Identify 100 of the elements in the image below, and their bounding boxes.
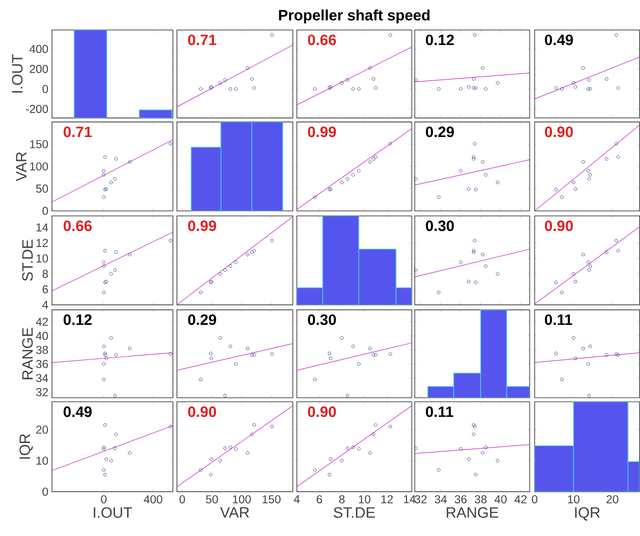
point (614, 33, 618, 37)
x-axis-title: ST.DE (334, 507, 375, 518)
point (103, 156, 107, 159)
x-tick-label: 6 (316, 495, 322, 504)
point (114, 353, 118, 357)
point (103, 353, 107, 357)
point (374, 86, 378, 90)
point (368, 66, 372, 70)
point (351, 446, 355, 450)
point (346, 177, 350, 181)
point (472, 249, 476, 253)
point (368, 451, 372, 455)
point (484, 87, 488, 91)
point (168, 142, 172, 146)
annotation: 0.49 (64, 406, 92, 418)
chart-title: Propeller shaft speed (279, 10, 430, 24)
point (103, 473, 107, 476)
point (252, 353, 256, 357)
point (246, 66, 250, 70)
annotation: 0.71 (64, 126, 92, 138)
point (587, 268, 591, 272)
point (437, 87, 440, 91)
point (604, 157, 608, 161)
point (102, 173, 106, 177)
point (472, 157, 476, 161)
y-tick-label: 50 (36, 184, 48, 193)
point (270, 33, 274, 37)
point (357, 447, 360, 451)
point (340, 459, 344, 463)
point (210, 458, 214, 461)
y-tick-label: 8 (42, 270, 48, 278)
point (128, 451, 132, 455)
point (113, 177, 117, 181)
point (252, 249, 256, 253)
point (472, 156, 476, 159)
point (346, 446, 350, 450)
point (102, 447, 106, 451)
point (223, 394, 227, 398)
point (250, 353, 254, 357)
point (484, 264, 488, 268)
point (474, 473, 478, 476)
point (234, 362, 238, 366)
annotation: 0.66 (64, 220, 92, 232)
point (414, 177, 418, 181)
point (328, 473, 332, 476)
point (586, 362, 590, 366)
point (587, 177, 591, 181)
point (481, 160, 484, 164)
point (351, 344, 355, 348)
point (270, 352, 274, 356)
y-tick-label: -200 (26, 105, 48, 114)
point (554, 352, 558, 356)
x-tick-label: 32 (414, 495, 427, 504)
y-tick-label: 150 (30, 140, 48, 148)
point (582, 346, 585, 350)
x-tick-label: 34 (434, 495, 447, 504)
annotation: 0.11 (544, 314, 572, 326)
point (582, 253, 585, 256)
point (357, 87, 360, 91)
point (103, 280, 107, 284)
point (250, 250, 254, 254)
point (459, 87, 462, 91)
point (351, 87, 355, 91)
point (374, 423, 378, 427)
point (250, 77, 254, 81)
point (372, 432, 376, 436)
point (228, 446, 232, 450)
point (218, 81, 222, 85)
y-tick-label: 32 (36, 388, 48, 396)
point (437, 290, 440, 294)
annotation: 0.30 (426, 220, 454, 232)
point (459, 447, 462, 451)
point (351, 173, 355, 177)
point (340, 180, 344, 184)
point (102, 264, 106, 268)
point (128, 160, 132, 164)
point (481, 253, 484, 256)
point (574, 188, 578, 191)
point (102, 468, 106, 472)
point (554, 280, 558, 284)
annotation: 0.90 (544, 126, 573, 138)
point (168, 352, 172, 356)
point (328, 352, 332, 356)
point (560, 290, 564, 294)
point (102, 260, 106, 264)
point (114, 250, 118, 254)
point (388, 425, 392, 428)
point (102, 196, 106, 199)
y-tick-label: 10 (36, 456, 48, 465)
point (474, 280, 478, 284)
point (472, 423, 476, 427)
point (388, 33, 392, 37)
point (128, 253, 132, 256)
point (340, 336, 344, 340)
y-axis-title: I.OUT (12, 54, 23, 93)
point (209, 473, 212, 476)
point (368, 346, 372, 350)
point (109, 336, 113, 340)
point (104, 188, 108, 191)
y-tick-label: 14 (36, 224, 48, 232)
